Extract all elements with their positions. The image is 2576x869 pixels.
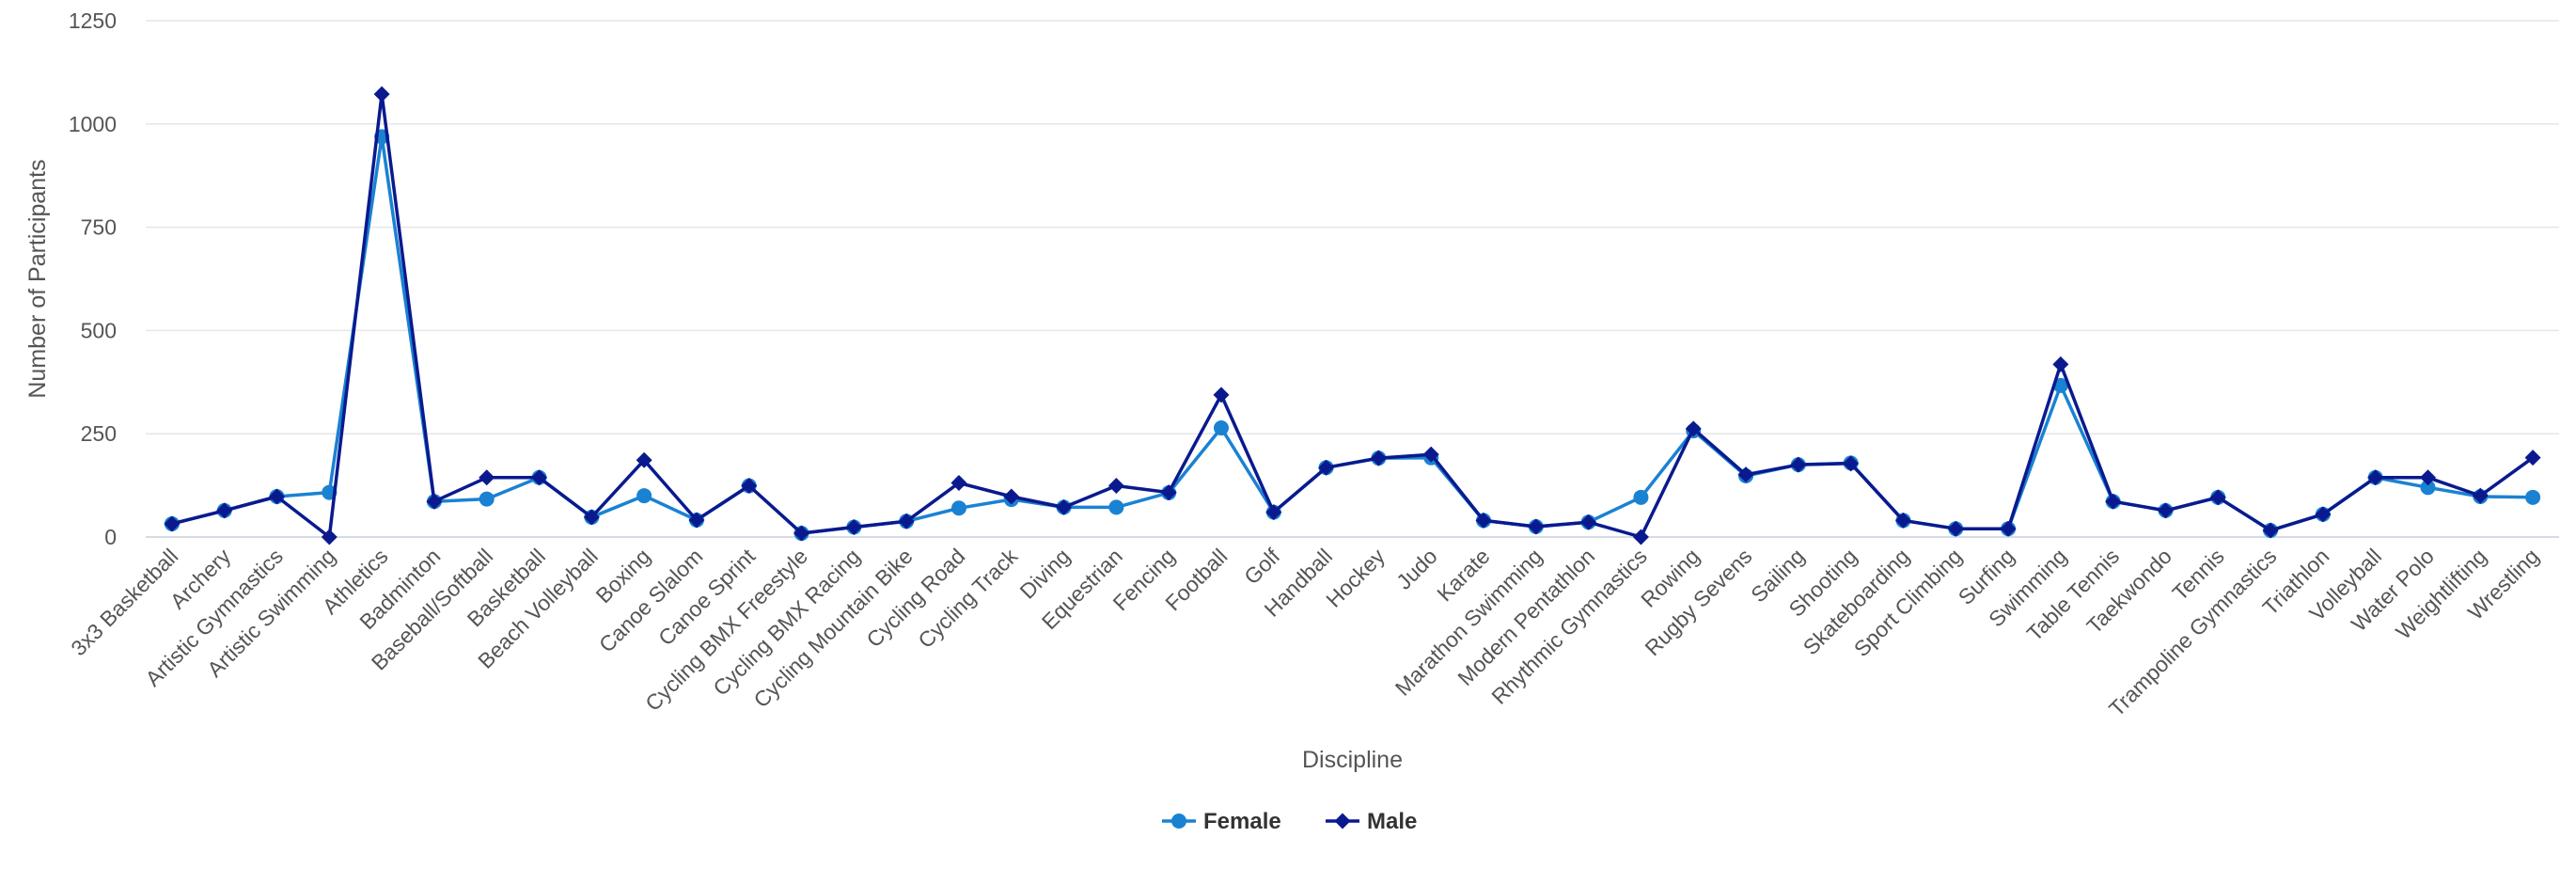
series-line-female <box>171 134 2534 535</box>
gridlines <box>146 20 2559 434</box>
data-point-male[interactable] <box>1056 498 1073 515</box>
legend-label: Female <box>1203 809 1281 834</box>
data-point-male[interactable] <box>1894 512 1911 529</box>
data-point-male[interactable] <box>2419 469 2436 486</box>
data-point-male[interactable] <box>479 469 495 486</box>
data-point-male[interactable] <box>1843 455 1860 472</box>
data-point-male[interactable] <box>688 512 705 529</box>
data-point-male[interactable] <box>1790 456 1807 473</box>
data-point-male[interactable] <box>898 513 915 529</box>
data-point-male[interactable] <box>1528 518 1545 535</box>
data-point-female[interactable] <box>1633 489 1649 505</box>
data-point-male[interactable] <box>583 509 600 526</box>
data-point-male[interactable] <box>2105 493 2122 510</box>
data-point-male[interactable] <box>426 493 443 510</box>
data-point-male[interactable] <box>2052 356 2069 372</box>
data-point-male[interactable] <box>1213 387 1230 403</box>
data-point-male[interactable] <box>1318 459 1335 476</box>
legend-item-male[interactable]: Male <box>1326 809 1417 834</box>
x-tick-label: Hockey <box>1321 544 1390 612</box>
data-point-male[interactable] <box>1160 484 1177 501</box>
data-point-male[interactable] <box>269 488 286 505</box>
data-point-male[interactable] <box>164 515 181 532</box>
data-point-male[interactable] <box>1475 512 1492 529</box>
data-point-male[interactable] <box>1370 450 1387 466</box>
data-point-male[interactable] <box>845 518 862 535</box>
data-point-male[interactable] <box>531 469 548 486</box>
data-point-male[interactable] <box>321 529 338 545</box>
data-point-male[interactable] <box>2367 469 2384 486</box>
data-point-female[interactable] <box>479 491 495 507</box>
data-point-male[interactable] <box>793 525 810 542</box>
data-point-female[interactable] <box>636 488 652 504</box>
x-tick-label: Golf <box>1239 544 1285 590</box>
y-tick-label: 500 <box>81 318 117 342</box>
legend[interactable]: Female Male <box>1162 809 1417 834</box>
data-point-male[interactable] <box>2209 489 2226 506</box>
data-point-female[interactable] <box>1213 420 1229 436</box>
data-point-female[interactable] <box>2420 480 2436 496</box>
data-point-male[interactable] <box>1003 488 1020 505</box>
y-tick-label: 1250 <box>69 8 117 33</box>
data-point-female[interactable] <box>1108 499 1124 515</box>
series-group <box>164 86 2541 545</box>
data-point-male[interactable] <box>2262 522 2279 539</box>
data-point-female[interactable] <box>2525 489 2541 505</box>
legend-marker-circle <box>1171 814 1186 829</box>
data-point-male[interactable] <box>216 502 233 519</box>
y-tick-label: 750 <box>81 215 117 240</box>
data-point-male[interactable] <box>1632 529 1649 545</box>
legend-marker-diamond <box>1334 813 1351 830</box>
series-male <box>164 86 2541 545</box>
y-axis-title: Number of Participants <box>24 159 51 398</box>
data-point-male[interactable] <box>1685 420 1702 437</box>
legend-label: Male <box>1367 809 1417 834</box>
x-tick-label: 3x3 Basketball <box>66 544 182 660</box>
data-point-male[interactable] <box>1107 478 1124 495</box>
data-point-male[interactable] <box>2472 487 2489 504</box>
legend-item-female[interactable]: Female <box>1162 809 1281 834</box>
series-line-male <box>171 92 2535 539</box>
data-point-male[interactable] <box>950 474 967 491</box>
data-point-male[interactable] <box>2315 506 2332 523</box>
data-point-male[interactable] <box>1422 446 1439 463</box>
data-point-female[interactable] <box>950 500 966 516</box>
data-point-male[interactable] <box>2524 450 2541 466</box>
y-tick-label: 250 <box>81 421 117 446</box>
data-point-male[interactable] <box>741 478 758 495</box>
y-axis-ticks: 0 250 500 750 1000 1250 <box>69 8 117 549</box>
data-point-male[interactable] <box>1737 466 1754 483</box>
x-axis-title: Discipline <box>1302 747 1403 773</box>
data-point-male[interactable] <box>2157 502 2174 519</box>
data-point-male[interactable] <box>1947 520 1964 537</box>
y-tick-label: 0 <box>104 525 117 549</box>
data-point-male[interactable] <box>636 451 652 468</box>
data-point-male[interactable] <box>2000 520 2017 537</box>
y-tick-label: 1000 <box>69 112 117 136</box>
data-point-male[interactable] <box>373 86 390 103</box>
data-point-male[interactable] <box>1265 504 1282 521</box>
data-point-male[interactable] <box>1580 514 1597 530</box>
